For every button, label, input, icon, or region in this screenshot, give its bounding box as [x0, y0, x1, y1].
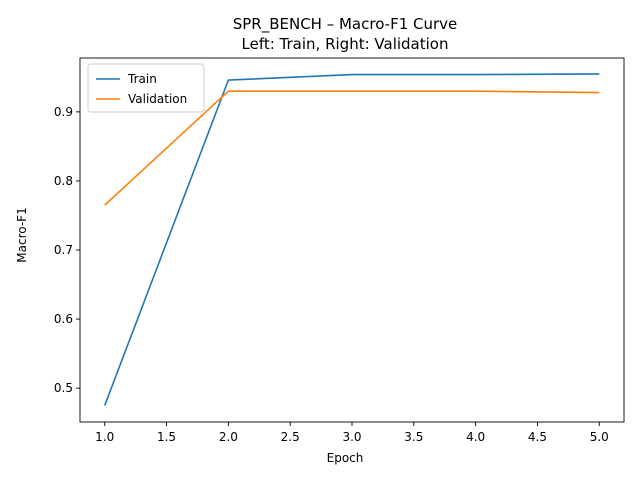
x-tick-label: 3.0	[342, 430, 361, 444]
y-axis-label: Macro-F1	[15, 207, 29, 262]
x-tick-label: 3.5	[404, 430, 423, 444]
x-tick-label: 4.5	[528, 430, 547, 444]
x-tick-label: 4.0	[466, 430, 485, 444]
x-tick-label: 5.0	[590, 430, 609, 444]
y-tick-label: 0.5	[54, 381, 73, 395]
x-tick-label: 2.0	[219, 430, 238, 444]
legend-label-train: Train	[127, 72, 157, 86]
legend: Train Validation	[87, 63, 205, 113]
chart-subtitle: Left: Train, Right: Validation	[242, 35, 449, 53]
x-tick-label: 1.5	[157, 430, 176, 444]
x-tick-label: 2.5	[281, 430, 300, 444]
y-tick-label: 0.9	[54, 105, 73, 119]
series-line-validation	[104, 90, 600, 206]
legend-box	[87, 63, 205, 113]
y-tick-label: 0.8	[54, 174, 73, 188]
plot-area: 1.0 1.5 2.0 2.5 3.0 3.5 4.0 4.5 5.0 0.5 0.6 0.7 0.8 0…	[54, 57, 625, 444]
y-tick-label: 0.7	[54, 243, 73, 257]
chart-title: SPR_BENCH – Macro-F1 Curve	[233, 15, 458, 34]
series-line-train	[103, 73, 600, 406]
y-tick-label: 0.6	[54, 312, 73, 326]
x-tick-label: 1.0	[95, 430, 114, 444]
x-axis-label: Epoch	[327, 451, 364, 465]
legend-label-validation: Validation	[128, 92, 187, 106]
